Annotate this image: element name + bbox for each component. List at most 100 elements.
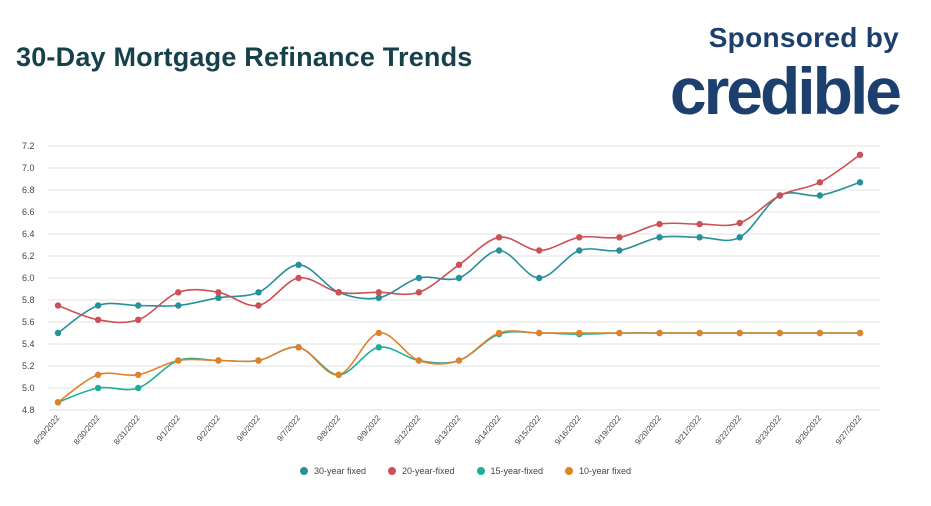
data-point[interactable] [816,179,824,186]
x-tick-label: 9/16/2022 [553,413,583,446]
data-point[interactable] [455,274,463,282]
x-tick-label: 9/26/2022 [794,413,824,446]
data-point[interactable] [54,399,62,406]
y-tick-label: 5.6 [22,317,35,327]
data-point[interactable] [856,179,864,186]
legend-marker [299,467,308,475]
data-point[interactable] [175,302,182,309]
data-point[interactable] [135,316,142,323]
y-tick-label: 5.8 [22,295,35,305]
data-point[interactable] [616,247,623,254]
data-point[interactable] [94,316,102,323]
data-point[interactable] [94,384,102,392]
x-tick-label: 9/20/2022 [633,413,663,446]
y-tick-label: 5.4 [22,339,35,349]
series-line [57,330,860,404]
data-point[interactable] [54,302,62,309]
legend-item[interactable]: 20-year-fixed [387,466,455,476]
data-point[interactable] [536,274,543,282]
y-axis: 4.8 5.0 5.2 5.4 5.6 5.8 6.0 6.2 6.4 6.6 6.8 7.0 7.2 [22,141,35,415]
data-point[interactable] [255,289,262,296]
data-point[interactable] [816,192,824,199]
data-point[interactable] [696,220,703,228]
y-tick-label: 5.0 [22,383,35,393]
chart-grid [48,145,880,411]
legend-marker [476,467,485,475]
data-point[interactable] [696,234,703,241]
data-point[interactable] [335,289,342,296]
data-point[interactable] [495,234,503,241]
data-point[interactable] [576,329,583,337]
legend-item[interactable]: 30-year fixed [299,466,366,476]
data-point[interactable] [616,234,623,241]
data-point[interactable] [175,289,182,296]
legend-label: 10-year fixed [579,466,632,476]
credible-logo[interactable]: credible [669,54,902,128]
y-tick-label: 5.2 [22,361,35,371]
data-point[interactable] [736,219,743,227]
data-point[interactable] [776,192,783,199]
data-point[interactable] [415,274,423,282]
data-point[interactable] [175,357,182,364]
data-point[interactable] [215,289,222,296]
data-point[interactable] [415,357,423,364]
data-point[interactable] [94,371,102,378]
data-point[interactable] [536,247,543,254]
series-line [57,181,861,334]
data-point[interactable] [295,261,302,268]
data-point[interactable] [54,329,62,337]
data-point[interactable] [656,234,663,241]
chart-legend: 30-year fixed 20-year-fixed 15-year-fixed 1… [0,466,931,476]
data-point[interactable] [455,261,463,268]
data-point[interactable] [656,220,663,228]
legend-item[interactable]: 10-year fixed [565,466,631,476]
series-20-year-fixed [54,151,864,324]
data-point[interactable] [255,302,262,309]
data-point[interactable] [495,247,503,254]
data-point[interactable] [335,371,342,378]
sponsor-label: Sponsored by [708,22,899,53]
data-point[interactable] [816,329,824,337]
data-point[interactable] [215,294,222,301]
data-point[interactable] [415,289,423,296]
sponsor-block: Sponsored by credible [669,22,902,128]
data-point[interactable] [495,329,503,337]
series-15-year-fixed [54,329,864,406]
data-point[interactable] [856,151,864,158]
data-point[interactable] [135,384,142,392]
y-tick-label: 6.0 [22,273,35,283]
y-tick-label: 4.8 [22,405,35,415]
x-tick-label: 9/27/2022 [834,413,864,446]
data-point[interactable] [135,302,142,309]
data-point[interactable] [536,329,543,337]
data-point[interactable] [576,247,583,254]
data-point[interactable] [375,294,382,301]
data-point[interactable] [576,234,583,241]
data-point[interactable] [215,357,222,364]
legend-item[interactable]: 15-year-fixed [476,466,543,476]
data-point[interactable] [295,274,302,282]
data-point[interactable] [135,371,142,378]
data-point[interactable] [375,289,382,296]
legend-label: 30-year fixed [313,466,366,476]
x-tick-label: 8/30/2022 [72,413,102,446]
data-point[interactable] [375,344,382,351]
data-point[interactable] [375,329,382,337]
data-point[interactable] [736,329,743,337]
y-tick-label: 6.8 [22,185,35,195]
data-point[interactable] [656,329,663,337]
data-point[interactable] [856,329,864,337]
data-point[interactable] [696,329,703,337]
x-tick-label: 8/29/2022 [32,413,62,446]
data-point[interactable] [776,329,783,337]
data-point[interactable] [616,329,623,337]
series-line [57,330,860,403]
x-tick-label: 9/2/2022 [195,413,222,443]
data-point[interactable] [455,357,463,364]
data-point[interactable] [94,302,102,309]
x-tick-label: 9/14/2022 [473,413,503,446]
data-point[interactable] [295,344,302,351]
data-point[interactable] [255,357,262,364]
legend-label: 20-year-fixed [401,466,455,476]
data-point[interactable] [736,234,743,241]
